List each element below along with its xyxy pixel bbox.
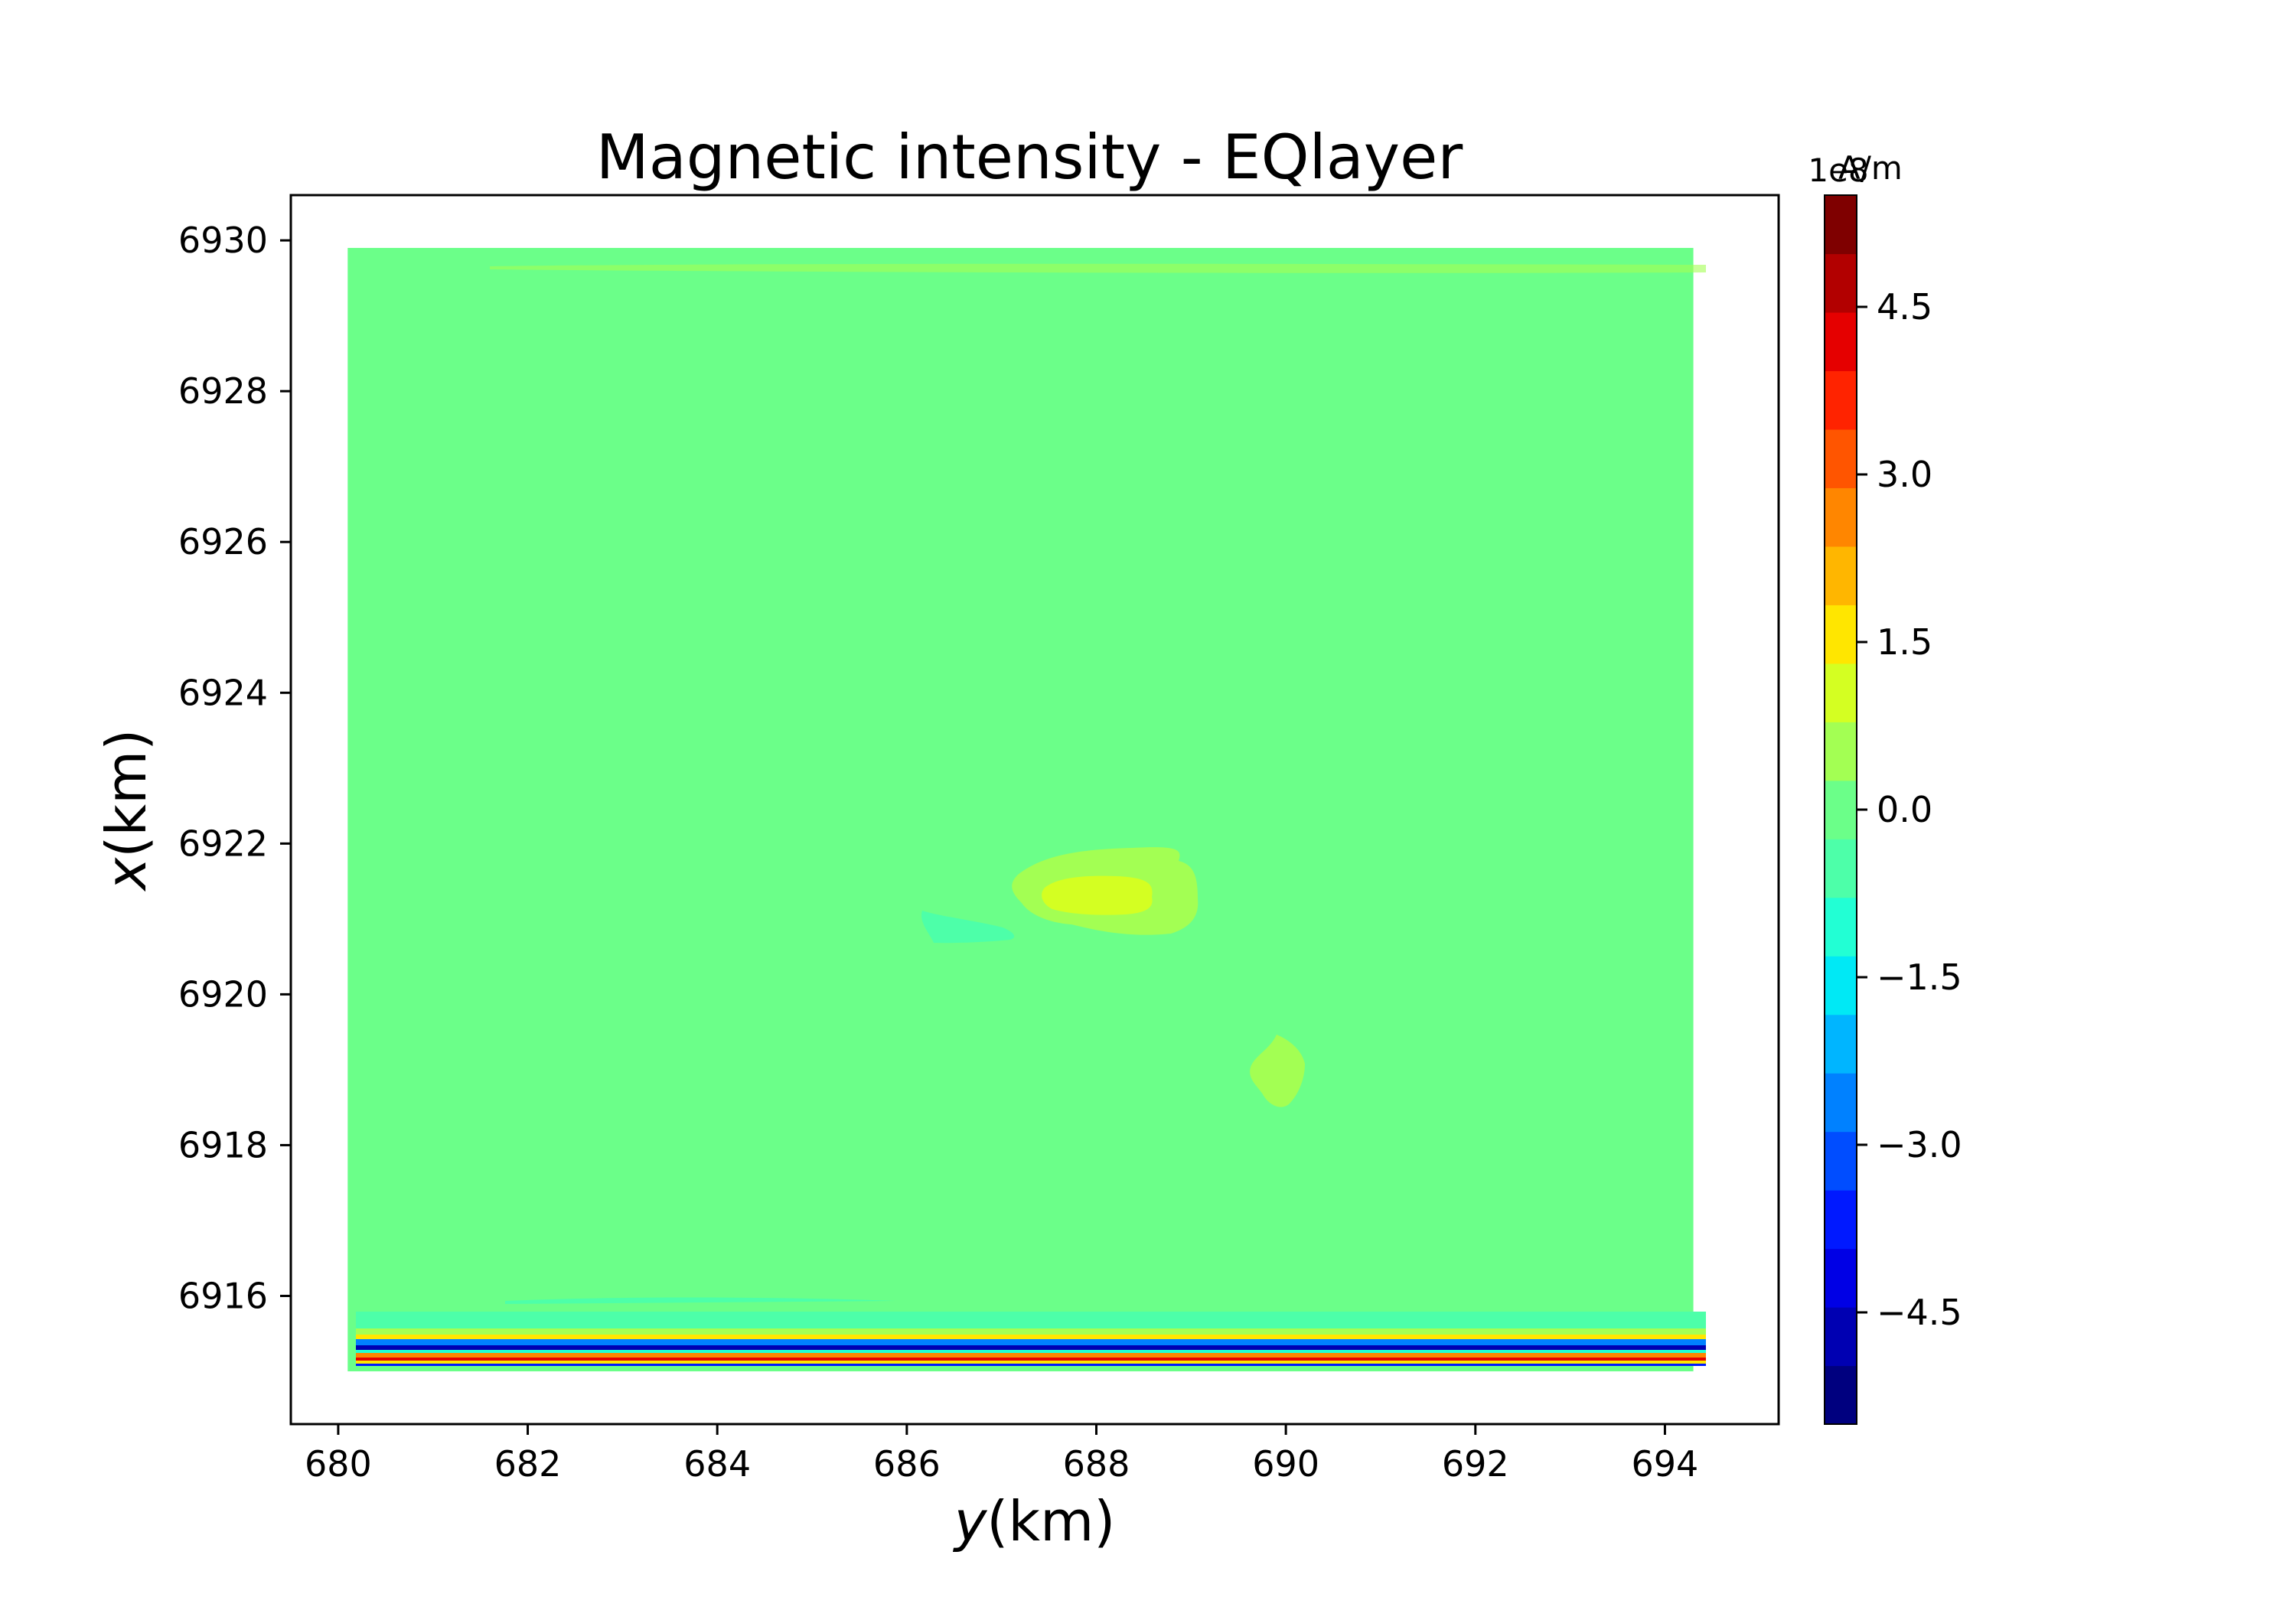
y-tick-label: 6916 xyxy=(178,1276,268,1317)
colorbar-tick-label: 3.0 xyxy=(1877,454,1932,495)
colorbar-swatch xyxy=(1825,1014,1857,1074)
colorbar-swatch xyxy=(1825,780,1857,839)
colorbar-tick-label: −1.5 xyxy=(1877,957,1962,998)
colorbar-swatch xyxy=(1825,429,1857,488)
x-tick-label: 680 xyxy=(305,1443,372,1485)
colorbar-swatch xyxy=(1825,311,1857,372)
y-tick-label: 6918 xyxy=(178,1124,268,1165)
colorbar-swatch xyxy=(1825,956,1857,1015)
x-tick-label: 688 xyxy=(1063,1443,1130,1485)
colorbar-tick-label: 4.5 xyxy=(1877,286,1932,328)
chart-title: Magnetic intensity - EQlayer xyxy=(596,122,1463,193)
small-positive-anomaly xyxy=(1250,1035,1305,1107)
colorbar-offset-text: 1e8 xyxy=(1808,152,1868,189)
y-tick-label: 6926 xyxy=(178,521,268,562)
y-tick-label: 6930 xyxy=(178,220,268,261)
colorbar-swatch xyxy=(1825,546,1857,605)
colorbar-swatch xyxy=(1825,722,1857,781)
top-edge-band xyxy=(490,263,1706,273)
colorbar-swatch xyxy=(1825,1190,1857,1250)
x-tick-label: 686 xyxy=(873,1443,941,1485)
colorbar-tick-label: 1.5 xyxy=(1877,621,1932,663)
colorbar-swatch xyxy=(1825,1131,1857,1191)
positive-anomaly-core xyxy=(1042,875,1153,915)
x-axis-label: y(km) xyxy=(953,1489,1116,1553)
colorbar-swatch xyxy=(1825,1307,1857,1367)
x-axis-ticks: 680 682 684 686 688 690 692 694 xyxy=(305,1424,1698,1485)
colorbar-swatch xyxy=(1825,839,1857,898)
colorbar-swatch xyxy=(1825,1365,1857,1425)
y-axis-ticks: 6916 6918 6920 6922 6924 6926 6928 6930 xyxy=(178,220,291,1317)
colorbar-swatch xyxy=(1825,487,1857,547)
plot-frame xyxy=(289,194,1780,1426)
x-tick-label: 690 xyxy=(1252,1443,1319,1485)
y-axis-label: x(km) xyxy=(94,729,158,892)
data-region xyxy=(347,247,1694,1372)
colorbar-tick-label: −3.0 xyxy=(1877,1124,1962,1165)
colorbar-unit-label: A/m xyxy=(1838,149,1903,187)
x-tick-label: 694 xyxy=(1632,1443,1699,1485)
x-tick-label: 682 xyxy=(494,1443,562,1485)
colorbar-swatch xyxy=(1825,897,1857,957)
colorbar: 4.5 3.0 1.5 0.0 −1.5 −3.0 −4.5 1e8 A/m xyxy=(1808,149,1962,1425)
colorbar-swatch xyxy=(1825,605,1857,664)
x-tick-label: 684 xyxy=(683,1443,751,1485)
colorbar-swatch xyxy=(1825,1073,1857,1133)
y-tick-label: 6928 xyxy=(178,370,268,412)
y-tick-label: 6922 xyxy=(178,823,268,864)
colorbar-swatch xyxy=(1825,1248,1857,1308)
colorbar-ticks: 4.5 3.0 1.5 0.0 −1.5 −3.0 −4.5 xyxy=(1857,286,1962,1333)
colorbar-tick-label: −4.5 xyxy=(1877,1292,1962,1333)
colorbar-swatch xyxy=(1825,663,1857,722)
contour-plot-area: 680 682 684 686 688 690 692 694 6916 6918 6920 692… xyxy=(178,194,1780,1485)
y-tick-label: 6924 xyxy=(178,672,268,713)
x-tick-label: 692 xyxy=(1442,1443,1509,1485)
colorbar-swatch xyxy=(1825,195,1857,255)
colorbar-swatch xyxy=(1825,253,1857,313)
y-tick-label: 6920 xyxy=(178,973,268,1015)
colorbar-tick-label: 0.0 xyxy=(1877,789,1932,830)
colorbar-swatch xyxy=(1825,370,1857,430)
colorbar-swatches xyxy=(1825,195,1857,1425)
negative-anomaly xyxy=(921,911,1015,944)
bottom-edge-artifact-band xyxy=(356,1297,1706,1366)
